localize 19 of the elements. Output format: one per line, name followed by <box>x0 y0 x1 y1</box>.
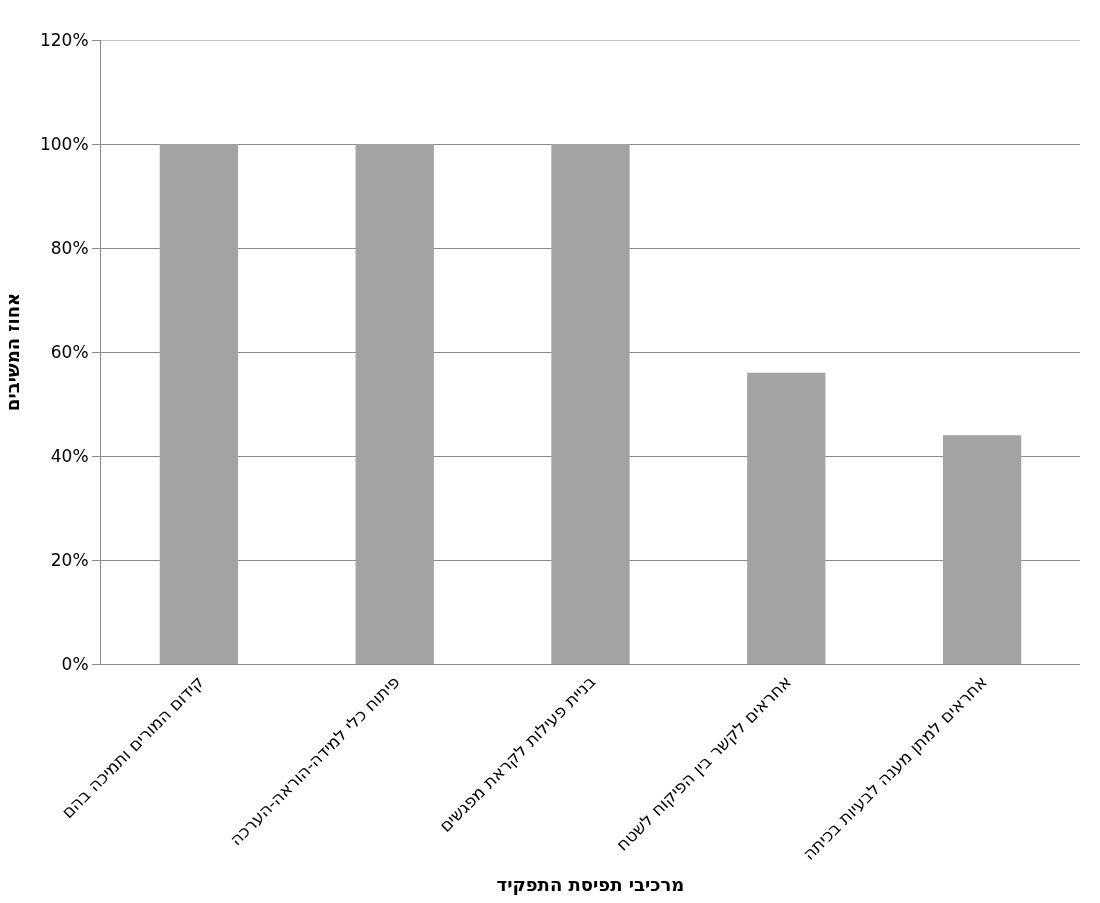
y-tick-label: 40% <box>50 445 89 466</box>
bar <box>747 372 826 664</box>
y-tick-label: 20% <box>50 549 89 570</box>
x-tick-label: פיתוח כלי למידה-הוראה-הערכה <box>225 671 404 850</box>
y-tick-label: 120% <box>39 29 89 50</box>
x-axis-title: מרכיבי תפיסת התפקיד <box>496 873 685 895</box>
x-tick-label: בניית פעילות לקראת מפגשים <box>435 671 600 836</box>
x-tick-label: אחראים לקשר בין הפיקוח לשטח <box>612 671 796 855</box>
bar <box>551 144 630 664</box>
y-tick-label: 80% <box>50 237 89 258</box>
y-tick-label: 60% <box>50 341 89 362</box>
y-axis-title: אחוז המשיבים <box>2 292 24 412</box>
x-tick-label: קידום המורים ותמיכה בהם <box>57 671 208 822</box>
bar <box>355 144 434 664</box>
y-tick-label: 100% <box>39 133 89 154</box>
y-tick-label: 0% <box>61 653 89 674</box>
bar <box>942 435 1022 664</box>
x-tick-label: אחראים למתן מענה לבעיות בכיתה <box>798 671 991 864</box>
bar <box>159 144 239 664</box>
